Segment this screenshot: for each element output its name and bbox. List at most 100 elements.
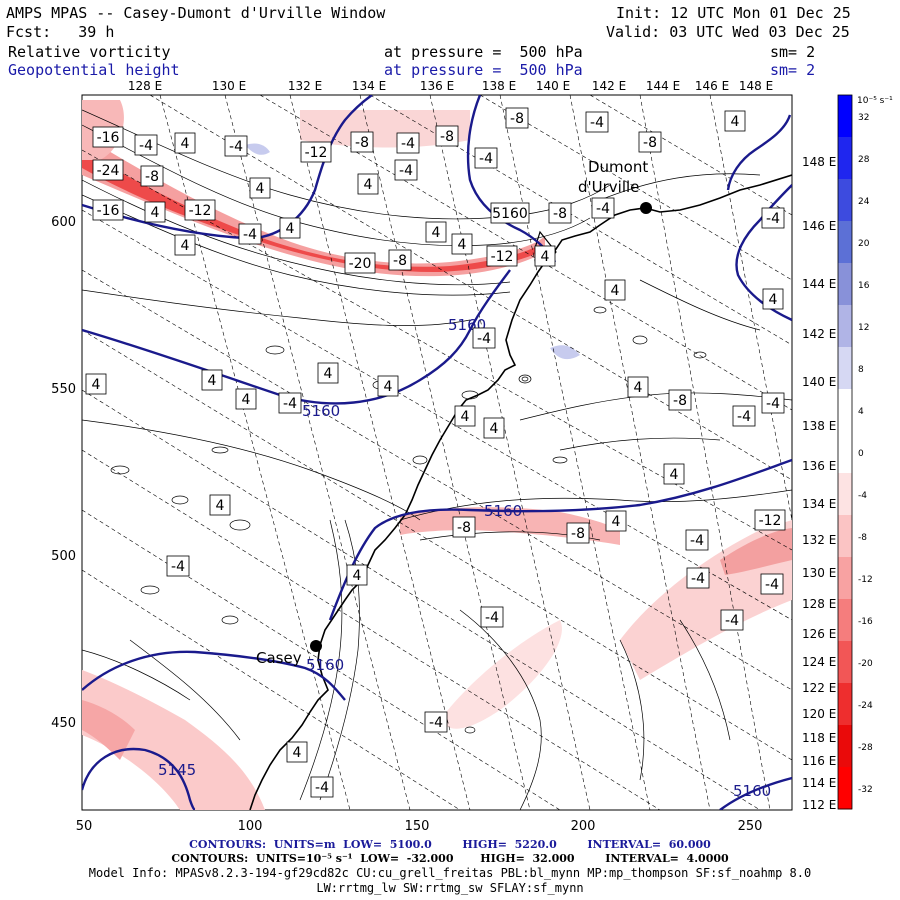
colorbar-label: 28 (858, 155, 870, 165)
longitude-label: 128 E (802, 597, 836, 611)
vorticity-label-box (92, 199, 124, 221)
vorticity-label: 4 (286, 221, 295, 237)
vorticity-label: -4 (171, 559, 185, 575)
height-label: 5160 (484, 502, 522, 520)
colorbar-label: 16 (858, 281, 870, 291)
height-label: 5160 (306, 656, 344, 674)
longitude-label: 118 E (802, 731, 836, 745)
vorticity-label: -4 (725, 613, 739, 629)
valid-time: Valid: 03 UTC Wed 03 Dec 25 (606, 23, 850, 41)
vorticity-label-box (388, 249, 412, 271)
vorticity-label: 4 (670, 467, 679, 483)
vort-neg-core-southwest (82, 700, 135, 760)
colorbar-label: 0 (858, 449, 864, 459)
colorbar-cell (838, 515, 852, 558)
vorticity-label-box (486, 245, 518, 267)
vorticity-label-box (249, 177, 271, 199)
footer-physics-info: LW:rrtmg_lw SW:rrtmg_sw SFLAY:sf_mynn (316, 881, 584, 895)
vorticity-label-box (490, 202, 530, 224)
vorticity-label: -8 (355, 135, 369, 151)
vorticity-label: -4 (485, 610, 499, 626)
vorticity-label: 5160 (492, 206, 528, 222)
longitude-label: 114 E (802, 776, 836, 790)
footer-model-info: Model Info: MPASv8.2.3-194-gf29cd82c CU:… (88, 866, 812, 880)
vorticity-label-box (604, 279, 626, 301)
colorbar-cell (838, 137, 852, 180)
vorticity-label-box (761, 207, 785, 229)
vorticity-label: 4 (208, 373, 217, 389)
longitude-label: 124 E (802, 655, 836, 669)
field1-name: Relative vorticity (8, 43, 171, 61)
vorticity-label: 4 (612, 514, 621, 530)
colorbar-label: -4 (858, 491, 867, 501)
x-axis: 50 100 150 200 250 (76, 819, 763, 834)
vorticity-label-box (278, 392, 302, 414)
longitude-label: 140 E (802, 375, 836, 389)
vorticity-label-box (668, 389, 692, 411)
longitude-label: 146 E (802, 219, 836, 233)
station-label: d'Urville (578, 178, 639, 196)
vorticity-label: -12 (305, 145, 328, 161)
longitude-label: 120 E (802, 707, 836, 721)
vorticity-label: 4 (151, 205, 160, 221)
vorticity-label-box (627, 376, 649, 398)
longitude-top-labels: 128 E 130 E 132 E 134 E 136 E 138 E 140 E 142 E… (128, 79, 773, 93)
vorticity-label: -16 (97, 130, 120, 146)
longitude-label: 128 E (128, 79, 162, 93)
vorticity-label: -4 (229, 139, 243, 155)
colorbar-frame (837, 94, 853, 810)
footer-height-contours: CONTOURS: UNITS=m LOW= 5100.0 HIGH= 5220… (189, 838, 711, 851)
vorticity-label-box (474, 147, 498, 169)
forecast-hour: Fcst: 39 h (6, 23, 115, 41)
colorbar-label: 20 (858, 239, 870, 249)
colorbar-label: -32 (858, 785, 873, 795)
vorticity-label: 4 (611, 283, 620, 299)
vorticity-label-box (724, 110, 746, 132)
vort-neg-patch (300, 110, 470, 148)
vorticity-label-box (760, 573, 784, 595)
vorticity-label: 4 (216, 498, 225, 514)
longitude-label: 122 E (802, 681, 836, 695)
vorticity-label-box (357, 173, 379, 195)
vorticity-label-box (548, 202, 572, 224)
vorticity-label-box (174, 132, 196, 154)
init-time: Init: 12 UTC Mon 01 Dec 25 (616, 4, 851, 22)
footer-vorticity-contours: CONTOURS: UNITS=10⁻⁵ s⁻¹ LOW= -32.000 HI… (171, 852, 729, 865)
longitude-label: 130 E (212, 79, 246, 93)
x-tick-label: 150 (405, 819, 430, 834)
vorticity-label: -4 (315, 780, 329, 796)
colorbar-cell (838, 557, 852, 600)
vorticity-label: 4 (256, 181, 265, 197)
vorticity-label-box (174, 234, 196, 256)
colorbar-cell (838, 725, 852, 768)
vorticity-contours (82, 109, 792, 810)
longitude-label: 126 E (802, 627, 836, 641)
vorticity-label-box (350, 131, 374, 153)
colorbar-label: -16 (858, 617, 873, 627)
vorticity-label: 4 (181, 136, 190, 152)
vorticity-label: 4 (769, 292, 778, 308)
vorticity-label-box (472, 327, 496, 349)
vorticity-label: 4 (181, 238, 190, 254)
colorbar-cell (838, 767, 852, 810)
longitude-label: 134 E (802, 497, 836, 511)
vorticity-label: 4 (490, 421, 499, 437)
longitude-label: 148 E (739, 79, 773, 93)
vorticity-label-box (344, 252, 376, 274)
vort-neg-band-coast (400, 507, 620, 545)
colorbar-label: -12 (858, 575, 873, 585)
colorbar-cell (838, 683, 852, 726)
y-tick-label: 450 (51, 716, 76, 731)
vorticity-label: -16 (97, 203, 120, 219)
vorticity-label: -4 (477, 331, 491, 347)
x-tick-label: 200 (571, 819, 596, 834)
vorticity-label: 4 (353, 568, 362, 584)
vorticity-label-box (396, 132, 420, 154)
longitude-label: 136 E (802, 459, 836, 473)
longitude-label: 136 E (420, 79, 454, 93)
vorticity-label-box (686, 567, 710, 589)
vorticity-label-box (286, 741, 308, 763)
longitude-label: 130 E (802, 566, 836, 580)
vorticity-label: -4 (766, 396, 780, 412)
vorticity-label: -4 (429, 715, 443, 731)
